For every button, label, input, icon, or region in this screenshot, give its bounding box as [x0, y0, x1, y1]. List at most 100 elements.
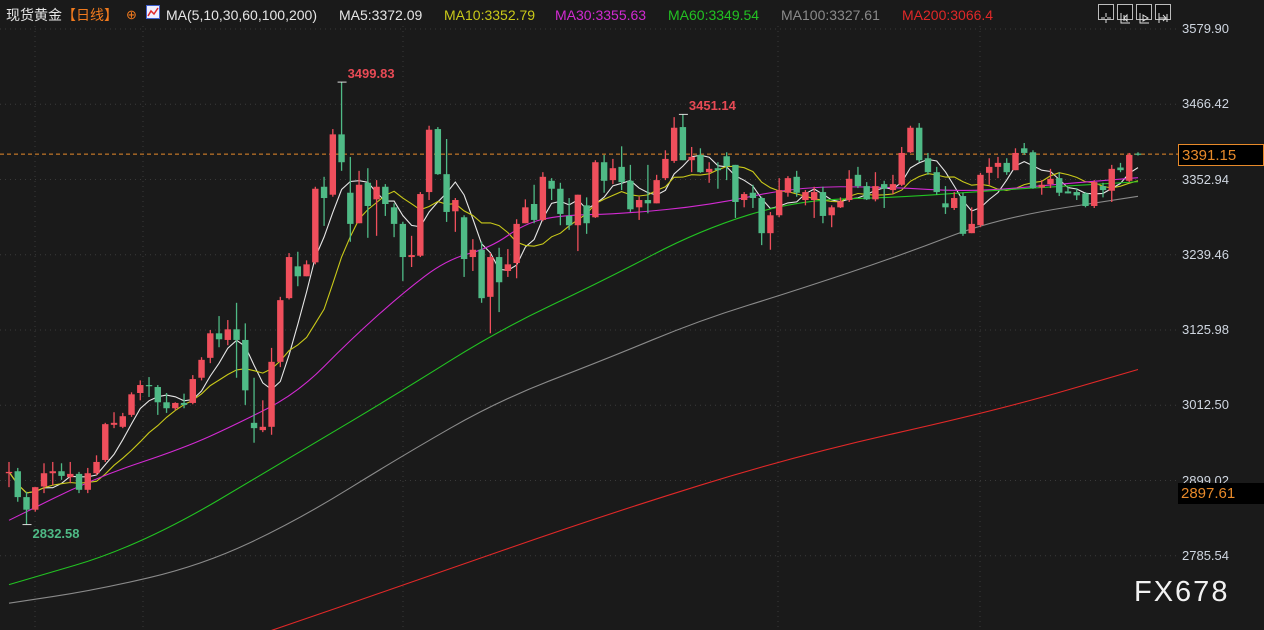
candle-body [1117, 167, 1124, 171]
candle-body [180, 402, 188, 405]
candle [583, 197, 590, 234]
candle-body [872, 186, 879, 200]
candle-body [5, 471, 13, 474]
candle [355, 170, 363, 224]
candle-body [294, 266, 302, 277]
candle-body [487, 257, 494, 297]
candle [758, 196, 765, 246]
candle-body [23, 497, 30, 510]
candle [1012, 148, 1019, 171]
candle [530, 184, 538, 224]
candle [653, 174, 660, 204]
candle-body [110, 422, 118, 425]
candle-body [530, 204, 538, 220]
candle [837, 197, 844, 208]
candle [802, 190, 809, 206]
candle-body [714, 168, 722, 171]
candle-body [399, 223, 407, 258]
candle [58, 463, 65, 480]
watermark: FX678 [1134, 576, 1230, 608]
candle [618, 146, 625, 191]
candle-body [1021, 148, 1028, 153]
candle [810, 186, 818, 218]
y-tick-label: 3125.98 [1182, 322, 1229, 337]
candle [495, 247, 503, 313]
candle [1082, 192, 1089, 208]
candle [469, 239, 477, 271]
high-price-label: 3451.14 [688, 98, 736, 114]
candle [67, 461, 74, 484]
candle-body [320, 186, 328, 199]
candle [425, 125, 433, 201]
candle [180, 393, 188, 409]
candle [268, 347, 275, 435]
candle [1108, 164, 1115, 203]
candle [968, 207, 975, 234]
candle-body [548, 180, 555, 189]
crosshair-icon[interactable] [1098, 4, 1114, 23]
candle [898, 146, 905, 187]
candle [110, 412, 118, 429]
candle [688, 146, 695, 173]
candle-body [732, 164, 739, 203]
candle [609, 158, 617, 185]
candle [23, 491, 30, 525]
candle-body [924, 158, 932, 173]
candle-body [784, 178, 792, 193]
instrument-name: 现货黄金 [6, 7, 62, 23]
candle-body [460, 217, 468, 260]
candle [84, 467, 91, 494]
candle-body [1091, 182, 1098, 206]
candle-body [644, 200, 652, 204]
candle-body [172, 402, 179, 409]
candle-body [828, 207, 835, 216]
candle [93, 455, 100, 476]
candle [670, 117, 678, 163]
crosshair-circle-icon[interactable]: ⊕ [126, 7, 137, 22]
candle [600, 154, 608, 193]
candle [1134, 152, 1142, 156]
candle [399, 221, 407, 281]
candle-body [1047, 178, 1054, 185]
indicator-label[interactable]: MA(5,10,30,60,100,200) [166, 7, 317, 23]
candle [959, 192, 967, 236]
candle [1038, 180, 1045, 195]
candle-body [1064, 191, 1072, 194]
candle [189, 375, 196, 405]
candle [854, 166, 862, 189]
jump-end-icon[interactable] [1155, 4, 1171, 23]
candle [207, 329, 214, 364]
chart-header: 现货黄金 【日线】 ⊕ MA(5,10,30,60,100,200) MA5:3… [0, 0, 1264, 26]
candle [1021, 142, 1028, 155]
candle [382, 184, 389, 216]
candle-body [618, 166, 625, 183]
candle-body [1029, 152, 1037, 189]
candle-body [1003, 162, 1010, 173]
candle-body [845, 178, 853, 201]
candle-body [119, 416, 126, 427]
candle-body [469, 249, 477, 258]
candle-body [740, 194, 748, 201]
candle [277, 296, 284, 368]
candle-body [417, 194, 424, 256]
ma60-value: MA60:3349.54 [668, 7, 760, 23]
ma-line-ma100 [8, 195, 1139, 604]
candle-body [679, 127, 687, 161]
candle [460, 215, 468, 277]
play-forward-icon[interactable] [1136, 4, 1152, 24]
low-price-label: 2832.58 [32, 525, 80, 541]
candle [775, 178, 783, 218]
indicator-chart-icon[interactable] [146, 5, 160, 19]
zoom-start-icon[interactable] [1117, 4, 1133, 24]
candle-body [592, 162, 599, 218]
candle-body [627, 180, 634, 210]
candle [924, 152, 932, 175]
cursor-price-tag: 2897.61 [1178, 483, 1264, 504]
period-label[interactable]: 【日线】 [62, 7, 118, 23]
candle [819, 186, 827, 224]
candle-body [522, 207, 529, 224]
candle [417, 192, 424, 258]
high-price-label: 3499.83 [347, 66, 395, 82]
candle-body [93, 461, 100, 474]
